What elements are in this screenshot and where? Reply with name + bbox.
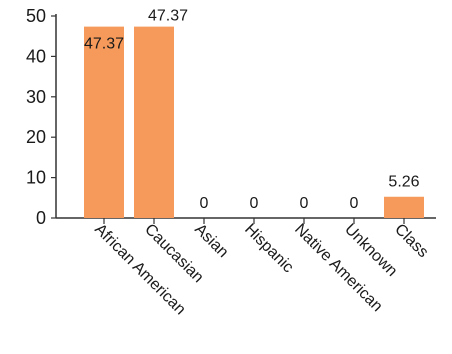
data-label: 0 [300,195,309,212]
x-axis [56,217,436,224]
category-label: African American [91,221,189,319]
category-label: Class [391,221,431,261]
bar [84,26,124,219]
bar [384,196,424,218]
y-tick-label: 50 [26,6,46,26]
y-tick-label: 0 [36,208,46,228]
bars [84,26,424,219]
y-axis: 0 10 20 30 40 50 [26,6,57,228]
y-tick-label: 20 [26,127,46,147]
data-label: 47.37 [148,8,188,25]
data-label: 0 [350,195,359,212]
category-label: Native American [291,221,385,315]
category-label: Hispanic [241,221,296,276]
data-label: 0 [200,195,209,212]
data-label: 0 [250,195,259,212]
y-tick-label: 40 [26,46,46,66]
data-label: 47.37 [84,36,124,53]
y-tick-label: 10 [26,168,46,188]
category-label: Asian [191,221,231,261]
data-label: 5.26 [388,174,419,191]
y-tick-label: 30 [26,87,46,107]
data-labels: 47.37 47.37 0 0 0 0 5.26 [84,8,420,212]
bar [134,26,174,219]
